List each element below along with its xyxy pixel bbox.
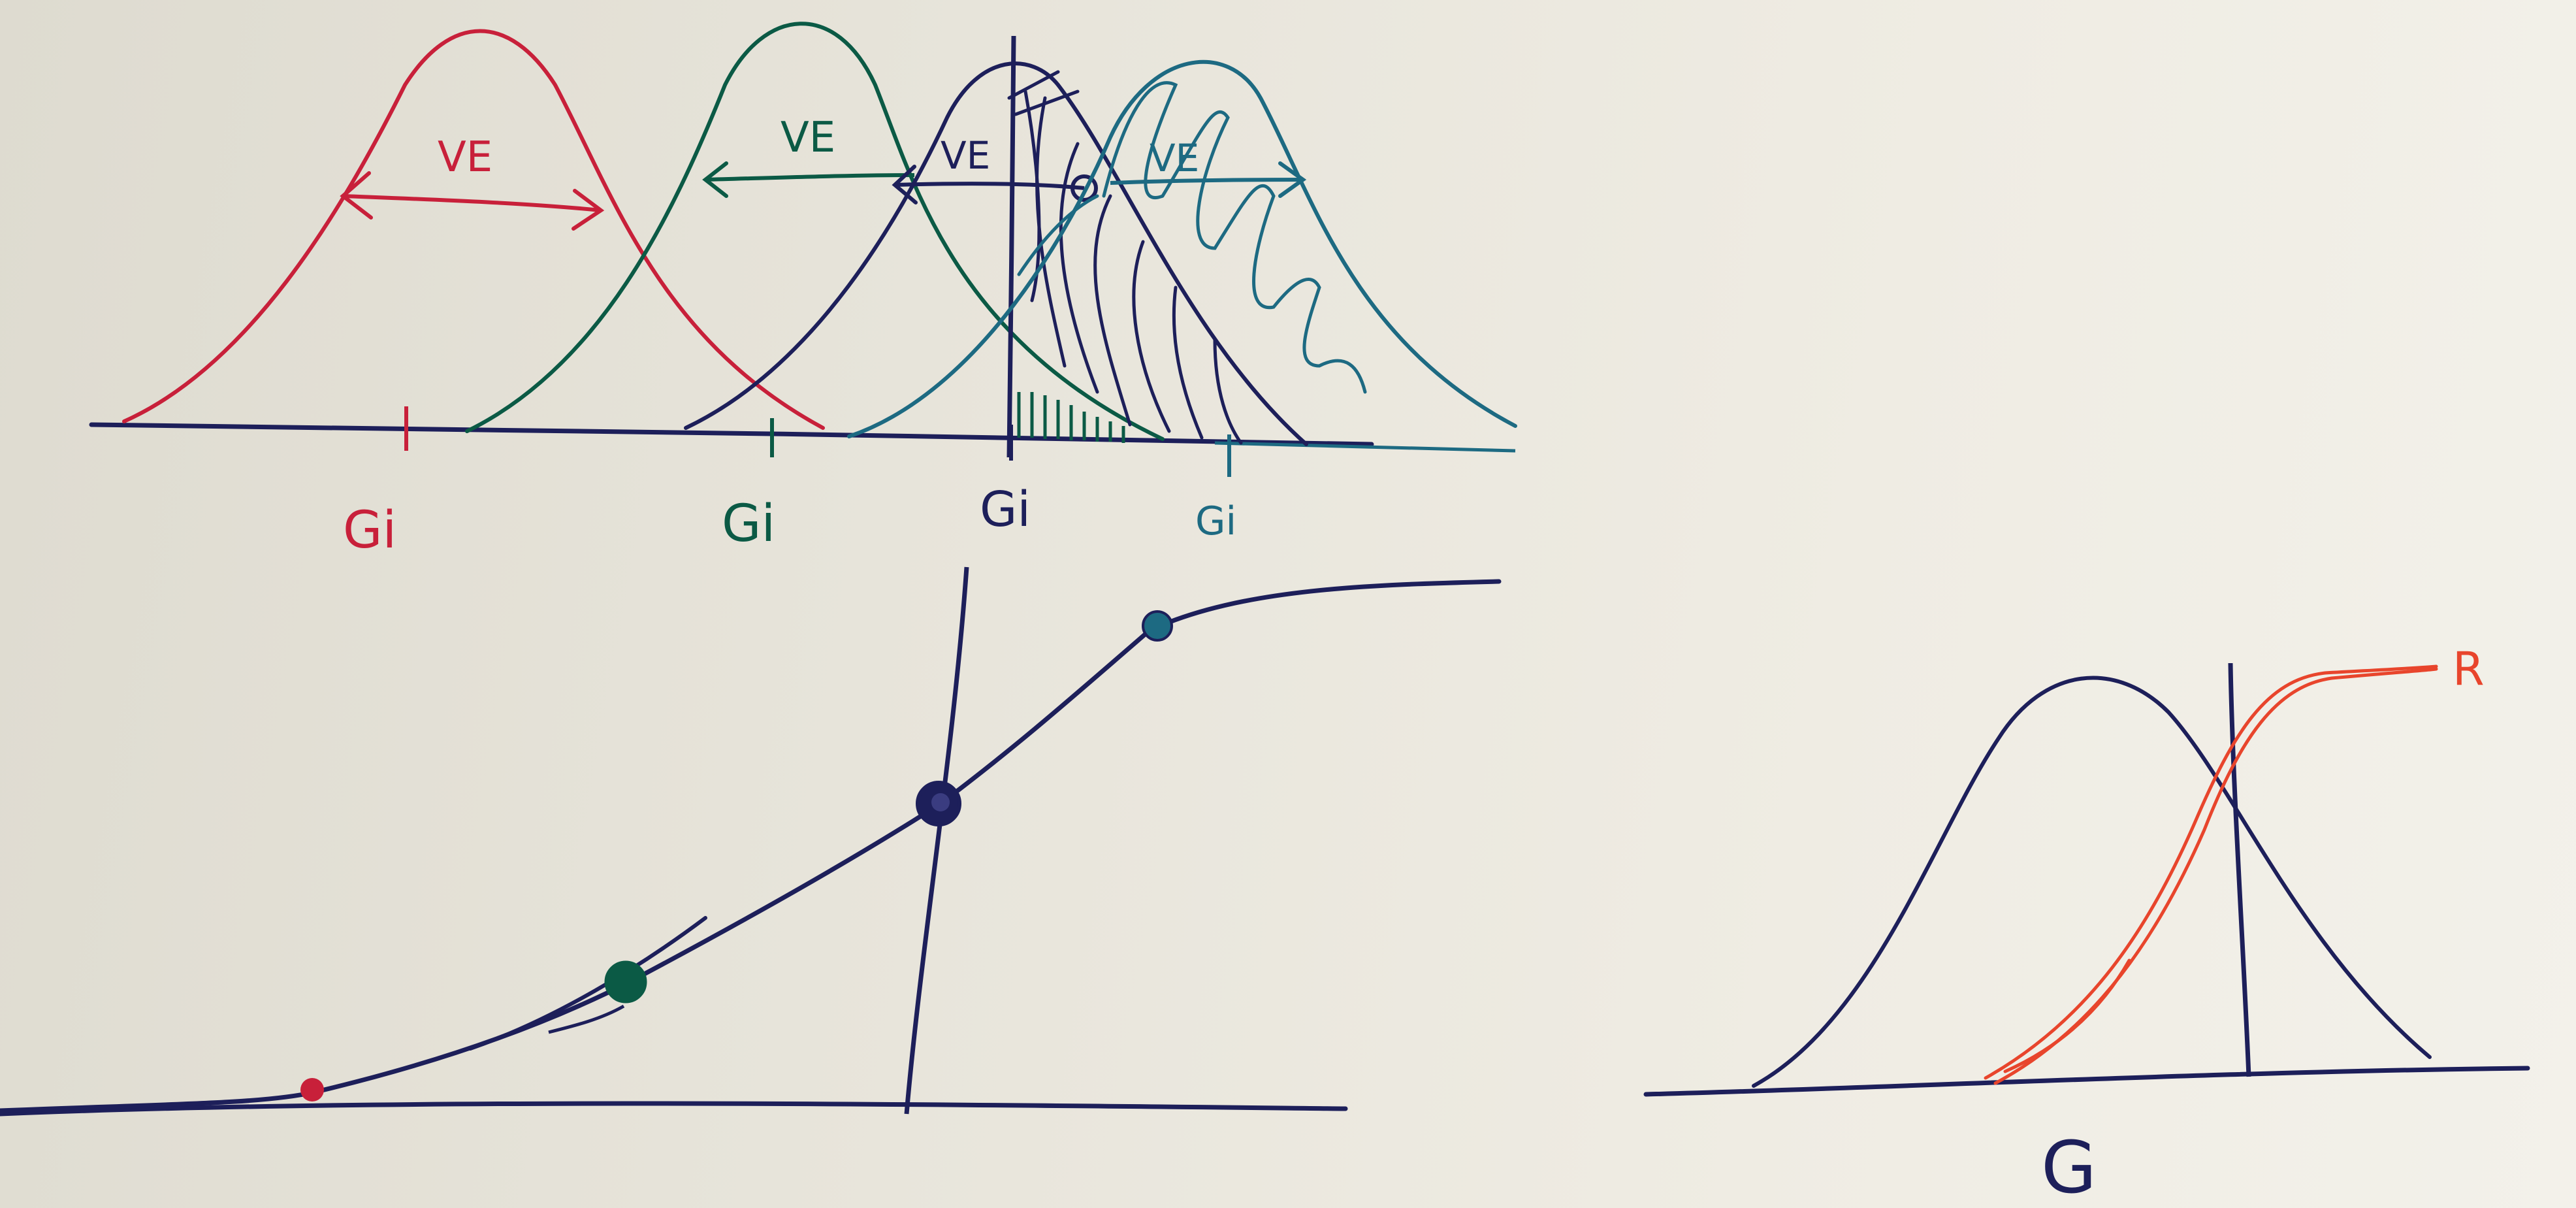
- threshold-line-top: [1006, 35, 1016, 458]
- right-bell-curve: [1752, 676, 2432, 1088]
- point-red: [300, 1078, 324, 1102]
- right-diagram: R G: [1643, 642, 2530, 1208]
- ve-arrow-teal: [1110, 161, 1307, 198]
- right-axis-label: G: [2041, 1126, 2097, 1208]
- response-curve-label: R: [2453, 642, 2485, 696]
- bell-curve-red: [122, 29, 825, 430]
- top-diagram: VE Gi VE Gi: [89, 22, 1517, 560]
- axis-label-navy: Gi: [980, 482, 1031, 538]
- bell-curve-teal: [847, 59, 1517, 438]
- bottom-left-diagram: [0, 566, 1502, 1117]
- ve-arrow-green: [702, 161, 915, 198]
- top-baseline: [89, 422, 1374, 447]
- axis-label-teal: Gi: [1195, 498, 1236, 544]
- right-threshold-line: [2228, 662, 2251, 1077]
- ve-label-green: VE: [781, 114, 835, 162]
- axis-label-green: Gi: [722, 495, 775, 553]
- point-green: [604, 960, 647, 1004]
- ve-arrow-navy: [892, 165, 1098, 204]
- bottom-baseline: [0, 1101, 1348, 1117]
- ve-label-red: VE: [438, 133, 492, 182]
- axis-label-red: Gi: [343, 501, 396, 560]
- top-baseline-teal-extension: [1214, 441, 1516, 453]
- bell-curve-navy: [684, 61, 1308, 446]
- tangent-line-lower: [548, 1004, 625, 1034]
- hatching-navy: [1007, 70, 1243, 445]
- tangent-line: [468, 916, 707, 1051]
- hatching-green-base: [1017, 392, 1125, 443]
- point-navy-inner: [931, 793, 950, 811]
- sigmoid-curve: [0, 579, 1502, 1113]
- ve-label-navy: VE: [941, 133, 990, 178]
- point-teal: [1142, 610, 1173, 642]
- ve-arrow-red: [340, 171, 605, 231]
- ve-label-teal: VE: [1150, 136, 1199, 180]
- right-baseline: [1643, 1066, 2530, 1097]
- bell-curve-green: [465, 22, 1165, 441]
- hatching-teal: [1017, 81, 1367, 394]
- threshold-line-bottom: [904, 566, 969, 1115]
- response-curve-R: [1984, 664, 2438, 1085]
